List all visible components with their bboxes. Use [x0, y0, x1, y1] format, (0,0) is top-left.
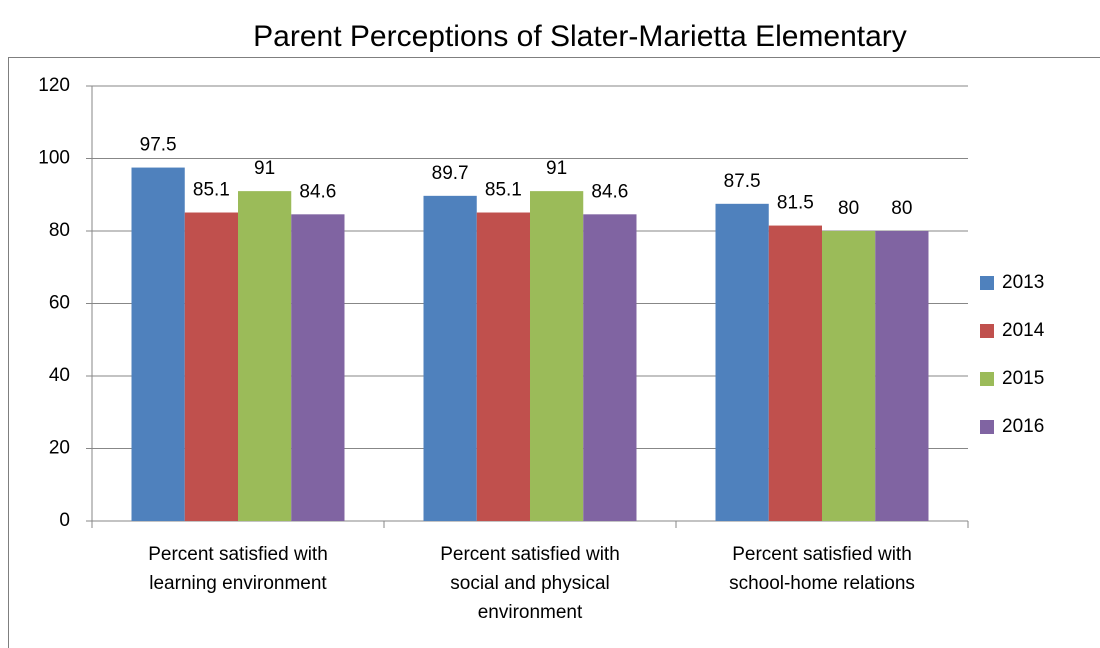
- x-tick-label: Percent satisfied with school-home relat…: [729, 544, 915, 594]
- bar: [423, 195, 477, 521]
- bar: [768, 225, 822, 521]
- bar: [476, 212, 530, 521]
- chart-frame: [8, 57, 1100, 648]
- data-label: 84.6: [299, 181, 336, 202]
- y-tick-label: 40: [49, 365, 70, 386]
- data-label: 85.1: [193, 180, 230, 201]
- legend-label: 2015: [1002, 368, 1044, 389]
- data-label: 87.5: [724, 171, 761, 192]
- bar: [583, 214, 637, 521]
- legend-swatch: [980, 324, 994, 338]
- x-tick-label: Percent satisfied with learning environm…: [148, 544, 328, 594]
- bar: [822, 231, 876, 521]
- bar: [715, 203, 769, 521]
- legend-label: 2013: [1002, 272, 1044, 293]
- data-label: 80: [838, 198, 859, 219]
- y-tick-label: 20: [49, 438, 70, 459]
- bar: [238, 191, 292, 521]
- legend-label: 2016: [1002, 416, 1044, 437]
- y-tick-label: 60: [49, 293, 70, 314]
- chart-title: Parent Perceptions of Slater-Marietta El…: [253, 20, 907, 53]
- y-tick-label: 100: [38, 148, 70, 169]
- data-label: 84.6: [591, 181, 628, 202]
- data-label: 91: [546, 158, 567, 179]
- legend-label: 2014: [1002, 320, 1045, 341]
- x-tick-label: Percent satisfied with social and physic…: [440, 544, 620, 623]
- y-tick-label: 0: [59, 510, 70, 531]
- data-label: 85.1: [485, 180, 522, 201]
- legend-swatch: [980, 372, 994, 386]
- y-tick-label: 120: [38, 75, 70, 96]
- data-label: 80: [891, 198, 912, 219]
- y-tick-label: 80: [49, 220, 70, 241]
- data-label: 91: [254, 158, 275, 179]
- bar: [184, 212, 238, 521]
- bar: [131, 167, 185, 521]
- legend-swatch: [980, 420, 994, 434]
- bar: [875, 231, 929, 521]
- data-label: 81.5: [777, 193, 814, 214]
- legend-swatch: [980, 276, 994, 290]
- bar: [530, 191, 584, 521]
- bar: [291, 214, 345, 521]
- data-label: 89.7: [432, 163, 469, 184]
- data-label: 97.5: [140, 135, 177, 156]
